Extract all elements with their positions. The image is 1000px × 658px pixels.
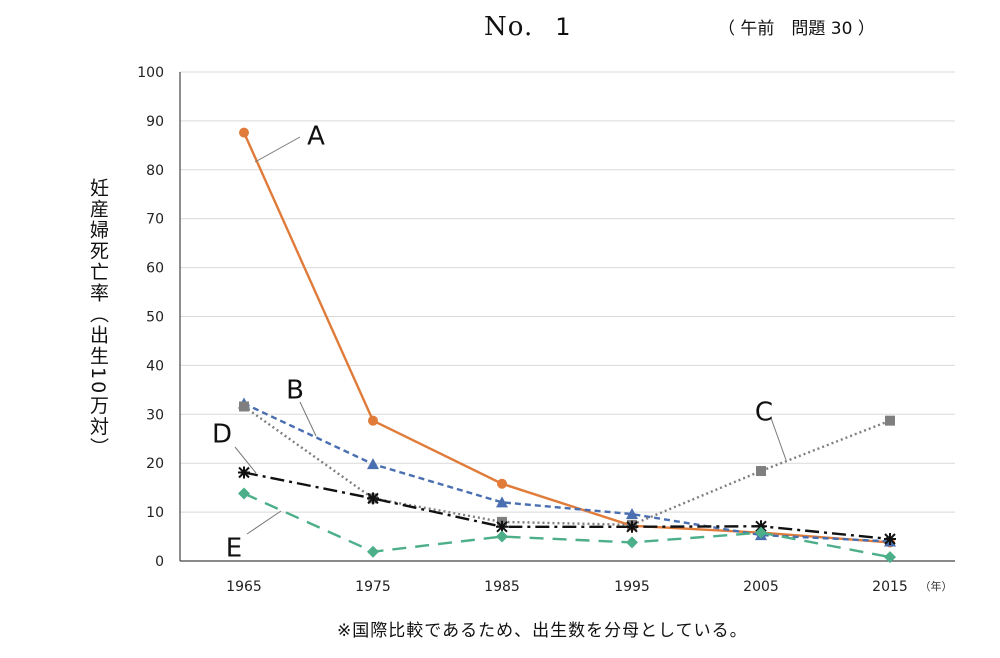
data-point-e [884, 551, 896, 564]
y-tick-label: 50 [146, 310, 164, 326]
series-line-b [243, 402, 891, 543]
data-point-d [367, 492, 379, 505]
header-reference: （ 午前 問題 30 ） [718, 19, 875, 39]
y-tick-label: 30 [146, 407, 164, 423]
data-point-e [238, 487, 250, 500]
x-tick-label: 1965 [226, 579, 262, 595]
series-label-b: B [286, 376, 304, 406]
series-label-c: C [755, 398, 773, 428]
data-point-d [496, 520, 508, 533]
data-point-a [368, 415, 378, 426]
data-point-d [238, 466, 250, 479]
y-tick-label: 90 [146, 114, 164, 130]
y-tick-label: 70 [146, 212, 164, 228]
data-point-c [756, 466, 766, 477]
callout-leader-c [770, 417, 787, 461]
y-tick-label: 20 [146, 456, 164, 472]
series-line-e [243, 492, 891, 559]
data-point-e [626, 536, 638, 549]
data-point-d [755, 520, 767, 533]
footnote: ※国際比較であるため、出生数を分母としている。 [337, 621, 748, 641]
y-tick-label: 80 [146, 163, 164, 179]
y-tick-label: 10 [146, 505, 164, 521]
data-point-a [239, 127, 249, 138]
data-point-c [885, 415, 895, 426]
series-line-d [243, 471, 891, 541]
callout-leader-a [254, 136, 301, 163]
header-no-label: No. [484, 12, 534, 42]
data-point-d [884, 532, 896, 545]
header-number: No. 1 [484, 12, 572, 42]
x-tick-label: 1995 [614, 579, 650, 595]
y-tick-label: 40 [146, 358, 164, 374]
data-point-e [496, 530, 508, 543]
y-tick-label: 100 [137, 65, 164, 81]
series-line-a [242, 132, 891, 544]
series-label-d: D [212, 420, 232, 450]
header-no-value: 1 [555, 13, 572, 41]
data-point-b [626, 508, 638, 520]
x-tick-label: 2005 [743, 579, 779, 595]
data-point-c [239, 401, 249, 412]
callout-leader-d [234, 446, 257, 474]
x-tick-label: 1985 [484, 579, 520, 595]
y-tick-label: 60 [146, 261, 164, 277]
data-point-e [367, 545, 379, 558]
data-point-e [755, 526, 767, 539]
data-point-b [367, 458, 379, 470]
series-label-a: A [307, 122, 325, 152]
series-label-e: E [226, 534, 242, 564]
data-point-a [497, 478, 507, 489]
y-axis-label: 妊産婦死亡率（出生10万対） [87, 178, 109, 459]
x-tick-label: 2015 [872, 579, 908, 595]
data-point-d [626, 520, 638, 533]
y-tick-label: 0 [155, 554, 164, 570]
data-point-b [496, 496, 508, 508]
callout-leader-b [299, 401, 317, 437]
x-unit-label: （年） [920, 579, 953, 593]
x-tick-label: 1975 [355, 579, 391, 595]
callout-leader-e [246, 510, 282, 535]
